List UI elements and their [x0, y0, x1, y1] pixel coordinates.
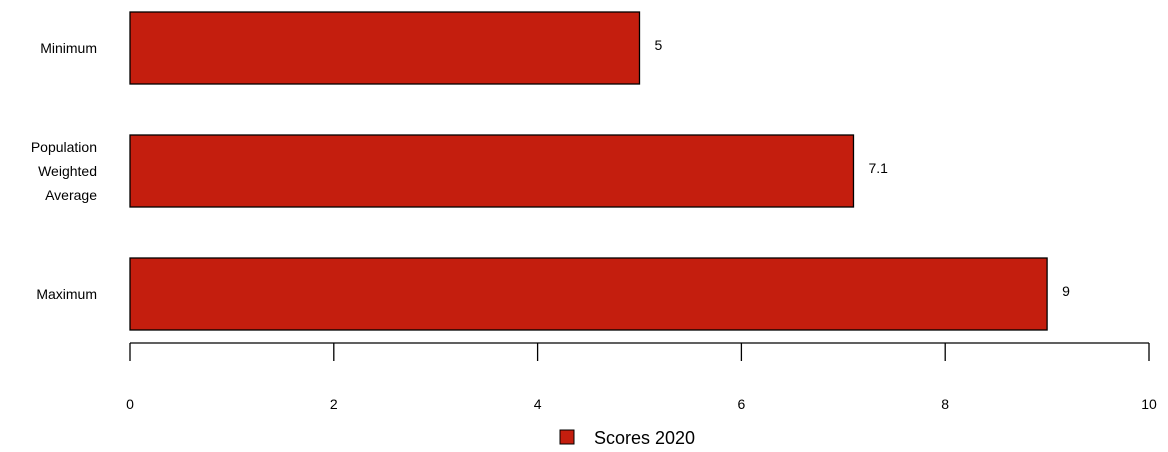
category-label-line: Minimum — [40, 40, 97, 56]
legend-swatch — [559, 429, 575, 445]
category-label-line: Weighted — [38, 163, 97, 179]
bar — [129, 134, 855, 208]
x-tick-label: 8 — [941, 396, 949, 412]
legend: Scores 2020 — [559, 428, 695, 448]
bar — [129, 11, 641, 85]
x-tick-label: 0 — [126, 396, 134, 412]
category-label: Population Weighted Average — [31, 139, 97, 203]
data-label: 5 — [655, 37, 663, 53]
x-tick-label: 6 — [738, 396, 746, 412]
x-tick-label: 10 — [1141, 396, 1157, 412]
x-tick-label: 4 — [534, 396, 542, 412]
category-label-line: Maximum — [36, 286, 97, 302]
category-label-line: Average — [45, 187, 97, 203]
x-axis: 0 2 4 6 8 10 — [126, 342, 1157, 412]
x-tick-label: 2 — [330, 396, 338, 412]
data-label: 7.1 — [868, 160, 888, 176]
data-labels: 57.19 — [655, 37, 1071, 299]
category-label-line: Population — [31, 139, 97, 155]
category-label: Maximum — [36, 286, 97, 302]
bars-layer — [129, 11, 1048, 331]
category-label: Minimum — [40, 40, 97, 56]
legend-label: Scores 2020 — [594, 428, 695, 448]
data-label: 9 — [1062, 283, 1070, 299]
bar — [129, 257, 1048, 331]
category-labels: Minimum Population Weighted Average Maximum — [31, 40, 97, 302]
